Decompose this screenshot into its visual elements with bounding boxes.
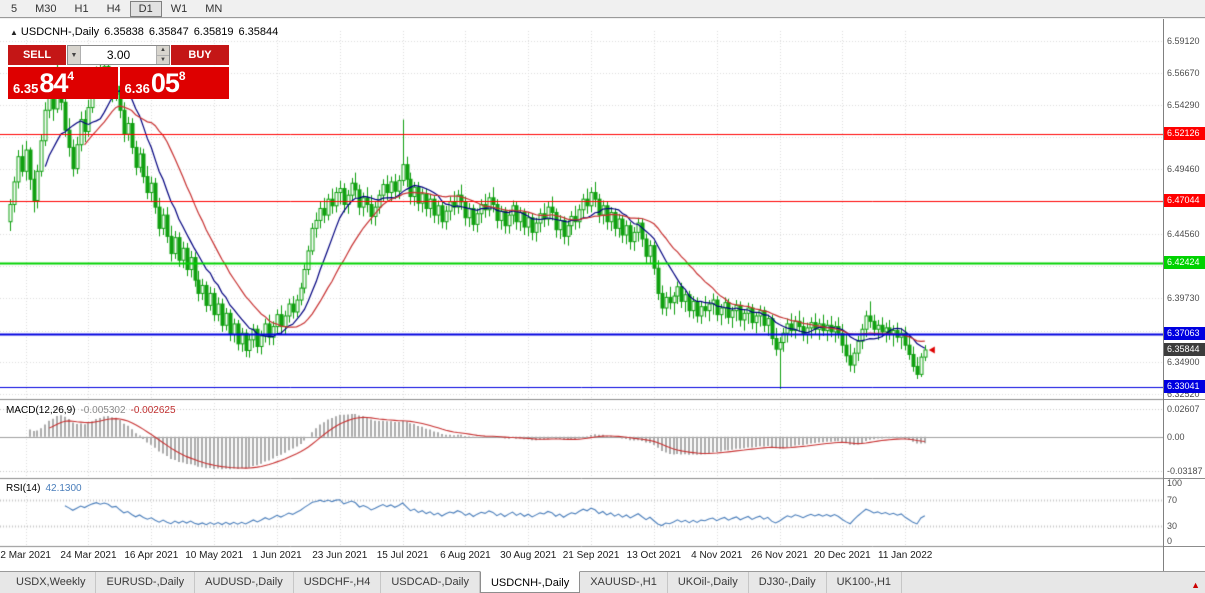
macd-header: MACD(12,26,9) -0.005302 -0.002625 [6,405,176,416]
volume-spin-up-icon[interactable]: ▲ [157,46,169,56]
tab-usdcnh-daily[interactable]: USDCNH-,Daily [479,571,581,593]
date-label-13-oct-2021: 13 Oct 2021 [626,550,682,561]
tab-ukoil-daily[interactable]: UKOil-,Daily [668,572,749,593]
level-tag-6.42424: 6.42424 [1164,255,1205,269]
ohlc-high: 6.35847 [148,26,189,38]
chart-tab-bar: USDX,Weekly EURUSD-,Daily AUDUSD-,Daily USD… [0,571,1205,593]
price-tick-6.49460: 6.49460 [1167,164,1200,175]
level-tag-6.37063: 6.37063 [1164,326,1205,340]
price-tick-6.34900: 6.34900 [1167,357,1200,368]
tab-usdcad-daily[interactable]: USDCAD-,Daily [381,572,480,593]
rsi-title: RSI(14) [6,483,41,494]
tab-usdx-weekly[interactable]: USDX,Weekly [6,572,97,593]
one-click-trading-panel: SELL ▼ 3.00 ▲ ▼ BUY 6.35 84 [8,45,229,99]
level-tag-6.47044: 6.47044 [1164,194,1205,208]
buy-button[interactable]: BUY [171,45,229,65]
buy-price-big: 05 [150,68,180,98]
volume-control: ▼ 3.00 ▲ ▼ [67,45,170,65]
tab-audusd-daily[interactable]: AUDUSD-,Daily [195,572,294,593]
macd-title: MACD(12,26,9) [6,405,76,416]
macd-tick-0-02607: 0.02607 [1167,403,1200,414]
date-label-24-mar-2021: 24 Mar 2021 [60,550,117,561]
collapse-arrow-icon[interactable]: ▲ [10,28,18,37]
date-label-26-nov-2021: 26 Nov 2021 [751,550,808,561]
rsi-header: RSI(14) 42.1300 [6,483,82,494]
timeframe-button-d1[interactable]: D1 [129,0,162,17]
tab-usdchf-h4[interactable]: USDCHF-,H4 [294,572,382,593]
date-label-21-sep-2021: 21 Sep 2021 [562,550,620,561]
date-label-11-jan-2022: 11 Jan 2022 [878,550,933,561]
price-axis[interactable]: 6.59120 6.56670 6.54290 6.49460 6.44560 6.397… [1163,19,1205,571]
macd-value-signal: -0.002625 [130,405,176,416]
rsi-tick-100: 100 [1167,478,1183,488]
sell-button[interactable]: SELL [8,45,66,65]
tab-uk100-h1[interactable]: UK100-,H1 [827,572,903,593]
price-tick-6.56670: 6.56670 [1167,68,1200,79]
chart-area: ▲ USDCNH-,Daily 6.35838 6.35847 6.35819 6.358… [0,19,1205,571]
sell-price-prefix: 6.35 [13,81,39,96]
timeframe-button-5[interactable]: 5 [11,2,18,15]
timeframe-button-m30[interactable]: M30 [35,2,57,15]
axis-separator-0 [1164,399,1205,400]
price-tick-6.44560: 6.44560 [1167,229,1200,240]
volume-input[interactable]: 3.00 [106,48,131,62]
date-label-23-jun-2021: 23 Jun 2021 [312,550,368,561]
rsi-tick-70: 70 [1167,495,1178,506]
tab-eurusd-daily[interactable]: EURUSD-,Daily [96,572,196,593]
price-tick-6.39730: 6.39730 [1167,293,1200,304]
volume-spin-down-icon[interactable]: ▼ [157,55,169,64]
date-label-6-aug-2021: 6 Aug 2021 [440,550,491,561]
ohlc-low: 6.35819 [193,26,234,38]
sell-price-box[interactable]: 6.35 84 4 [8,67,118,99]
price-tick-6.59120: 6.59120 [1167,35,1200,46]
date-label-1-jun-2021: 1 Jun 2021 [252,550,302,561]
buy-price-box[interactable]: 6.36 05 8 [119,67,229,99]
rsi-value: 42.1300 [45,483,82,494]
price-tick-6.54290: 6.54290 [1167,100,1200,111]
symbol-label: USDCNH-,Daily [20,26,100,38]
macd-value-main: -0.005302 [80,405,126,416]
tab-scroll-icon[interactable]: ▲ [1191,580,1200,590]
current-price-tag: 6.35844 [1164,342,1205,356]
rsi-tick-30: 30 [1167,520,1178,531]
sell-price-big: 84 [39,68,68,98]
axis-separator-1 [1164,478,1205,479]
timeframe-button-h4[interactable]: H4 [106,2,121,15]
date-label-2-mar-2021: 2 Mar 2021 [0,550,51,561]
date-label-16-apr-2021: 16 Apr 2021 [124,550,179,561]
date-label-10-may-2021: 10 May 2021 [185,550,244,561]
sell-price-sup: 4 [67,69,75,83]
ohlc-open: 6.35838 [104,26,144,38]
timeframe-toolbar: 5 M30 H1 H4 D1 W1 MN [0,0,1205,18]
macd-tick-0-00: 0.00 [1167,431,1185,442]
buy-price-sup: 8 [178,69,186,83]
date-label-20-dec-2021: 20 Dec 2021 [813,550,871,561]
chart-plot: ▲ USDCNH-,Daily 6.35838 6.35847 6.35819 6.358… [0,19,1163,571]
price-chart-canvas[interactable] [0,19,1163,571]
buy-price-prefix: 6.36 [124,81,150,96]
price-tick-6.32520: 6.32520 [1167,389,1200,400]
tab-xauusd-h1[interactable]: XAUUSD-,H1 [580,572,668,593]
ohlc-close: 6.35844 [238,26,279,38]
macd-tick-0-03187: -0.03187 [1167,466,1203,477]
rsi-tick-0: 0 [1167,536,1173,546]
axis-separator-2 [1164,546,1205,547]
volume-stepper: ▲ ▼ [156,46,169,64]
timeframe-button-mn[interactable]: MN [205,2,223,15]
timeframe-button-h1[interactable]: H1 [74,2,89,15]
volume-dropdown-icon[interactable]: ▼ [68,46,81,64]
timeframe-button-w1[interactable]: W1 [170,2,188,15]
tab-dj30-daily[interactable]: DJ30-,Daily [749,572,827,593]
level-tag-6.52126: 6.52126 [1164,126,1205,140]
date-label-30-aug-2021: 30 Aug 2021 [500,550,557,561]
level-tag-6.33041: 6.33041 [1164,380,1205,394]
date-label-15-jul-2021: 15 Jul 2021 [376,550,429,561]
chart-title: ▲ USDCNH-,Daily 6.35838 6.35847 6.35819 6.358… [10,26,283,38]
date-label-4-nov-2021: 4 Nov 2021 [691,550,743,561]
